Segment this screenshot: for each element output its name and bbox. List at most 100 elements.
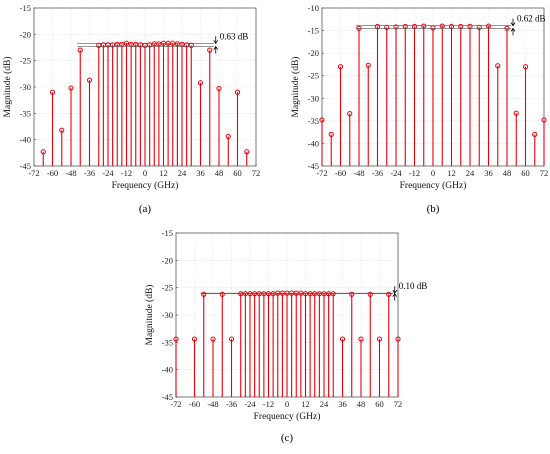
- panel-label: (c): [281, 432, 294, 444]
- stem-marker: [49, 89, 56, 95]
- stem-marker: [395, 336, 401, 342]
- stem-marker: [59, 127, 65, 133]
- x-tick-label: 0: [285, 399, 289, 409]
- chart-panel-1: -72 -60 -48 -36 -24 -12 0 12 24 36 48 60 72 -45 -40 -35…: [2, 3, 260, 215]
- stem-marker: [513, 110, 519, 116]
- panel-label: (a): [139, 203, 152, 215]
- x-tick-label: -48: [65, 168, 76, 178]
- stem-marker: [191, 336, 198, 342]
- stem-marker: [68, 85, 74, 91]
- x-tick-label: 60: [521, 168, 530, 178]
- y-tick-label: -45: [20, 161, 31, 171]
- x-tick-label: -60: [335, 168, 346, 178]
- flatness-arrow-up: [510, 27, 516, 36]
- flatness-arrow-up: [392, 292, 398, 301]
- flatness-annotation: 0.63 dB: [220, 31, 249, 41]
- stem-marker: [147, 42, 153, 48]
- x-tick-label: -12: [121, 168, 132, 178]
- y-tick-label: -20: [20, 29, 31, 39]
- y-axis-label: Magnitude (dB): [290, 57, 301, 118]
- x-tick-label: 36: [196, 168, 205, 178]
- x-tick-label: 24: [320, 399, 329, 409]
- stem-marker: [495, 63, 501, 69]
- stem-marker: [358, 336, 364, 342]
- flatness-arrow-up: [213, 45, 219, 54]
- x-tick-label: 12: [301, 399, 310, 409]
- x-tick-label: 60: [233, 168, 242, 178]
- x-tick-label: -12: [263, 399, 274, 409]
- stem-marker: [86, 77, 93, 83]
- y-tick-label: -10: [308, 3, 319, 13]
- y-tick-label: -45: [308, 161, 319, 171]
- stem-marker: [386, 291, 392, 297]
- y-tick-label: -15: [162, 228, 173, 238]
- stem-marker: [219, 291, 225, 297]
- x-tick-label: 36: [338, 399, 347, 409]
- x-tick-label: 0: [143, 168, 147, 178]
- stem-marker: [532, 131, 538, 137]
- y-tick-label: -35: [162, 337, 173, 347]
- x-tick-label: 72: [252, 168, 261, 178]
- x-tick-label: 24: [466, 168, 475, 178]
- stem-marker: [225, 133, 231, 140]
- y-tick-label: -30: [20, 82, 31, 92]
- stem-marker: [365, 62, 371, 68]
- y-tick-label: -25: [20, 56, 31, 66]
- x-tick-label: 60: [375, 399, 384, 409]
- x-tick-label: -72: [170, 399, 181, 409]
- stem-marker: [234, 89, 241, 95]
- stem-marker: [522, 64, 529, 70]
- stem-marker: [337, 64, 344, 70]
- y-tick-label: -35: [20, 108, 31, 118]
- stem-marker: [347, 111, 353, 117]
- x-tick-label: 48: [215, 168, 224, 178]
- y-tick-label: -35: [308, 116, 319, 126]
- y-tick-label: -15: [308, 26, 319, 36]
- x-tick-label: 48: [503, 168, 512, 178]
- flatness-annotation: 0.62 dB: [517, 14, 546, 24]
- chart-panel-3: -72 -60 -48 -36 -24 -12 0 12 24 36 48 60 72 -45 -40 -35…: [144, 228, 427, 444]
- x-tick-label: -72: [28, 168, 39, 178]
- y-tick-label: -15: [20, 3, 31, 13]
- y-tick-label: -30: [308, 93, 319, 103]
- y-tick-label: -40: [20, 135, 31, 145]
- stem-marker: [197, 80, 204, 86]
- stem-marker: [339, 336, 346, 342]
- stem-marker: [201, 291, 207, 297]
- stem-marker: [328, 131, 334, 137]
- x-tick-label: 36: [484, 168, 493, 178]
- x-tick-label: -48: [353, 168, 364, 178]
- x-tick-label: -36: [372, 168, 383, 178]
- stem-marker: [376, 336, 383, 342]
- stem-marker: [216, 85, 222, 92]
- y-axis-label: Magnitude (dB): [2, 57, 13, 118]
- x-tick-label: 72: [540, 168, 549, 178]
- stem-marker: [77, 47, 83, 53]
- x-tick-label: 0: [431, 168, 435, 178]
- stem-marker: [40, 149, 46, 155]
- stem-marker: [173, 336, 179, 342]
- x-tick-label: -36: [84, 168, 95, 178]
- y-tick-label: -20: [308, 48, 319, 58]
- x-axis-label: Frequency (GHz): [112, 180, 179, 191]
- stem-marker: [319, 117, 325, 123]
- x-tick-label: -24: [244, 399, 256, 409]
- x-axis-label: Frequency (GHz): [400, 180, 467, 191]
- x-tick-label: 12: [159, 168, 168, 178]
- y-axis-label: Magnitude (dB): [144, 285, 155, 346]
- x-tick-label: 24: [178, 168, 187, 178]
- stem-marker: [367, 291, 373, 297]
- y-tick-label: -40: [162, 365, 173, 375]
- stem-marker: [228, 336, 235, 342]
- stem-marker: [210, 336, 216, 342]
- stem-marker: [349, 291, 355, 297]
- x-tick-label: -60: [47, 168, 58, 178]
- stem-marker: [393, 24, 399, 30]
- y-tick-label: -25: [308, 71, 319, 81]
- y-tick-label: -30: [162, 310, 173, 320]
- flatness-arrow-down: [510, 18, 516, 27]
- y-tick-label: -45: [162, 392, 173, 402]
- x-tick-label: 12: [447, 168, 456, 178]
- x-tick-label: -24: [390, 168, 402, 178]
